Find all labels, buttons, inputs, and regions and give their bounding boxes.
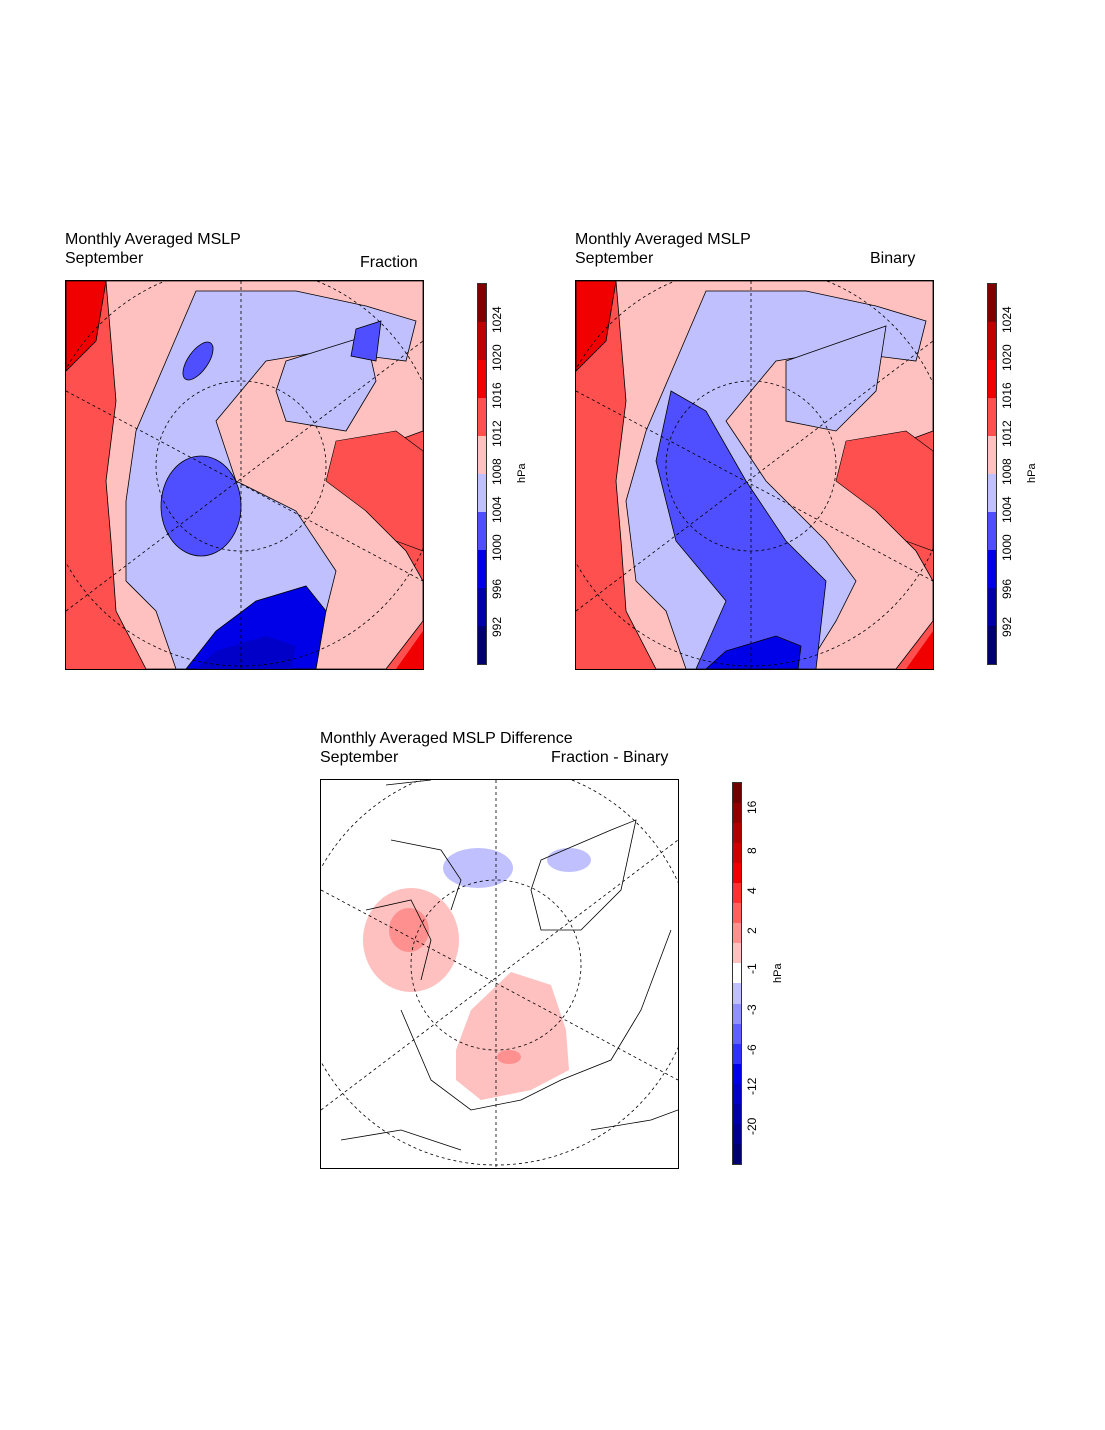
colorbar-tick-label: 996	[490, 578, 504, 599]
colorbar-segment	[733, 983, 741, 1004]
colorbar-tick-label: 1000	[1000, 534, 1014, 561]
colorbar-segment	[733, 963, 741, 984]
panel2-title: Monthly Averaged MSLP	[575, 231, 751, 248]
panel2-colorbar	[987, 283, 997, 665]
colorbar-tick-label: -3	[745, 1003, 759, 1015]
colorbar-tick-label: 1012	[1000, 420, 1014, 447]
panel3-map	[320, 779, 679, 1169]
colorbar-segment	[733, 923, 741, 944]
colorbar-tick-label: 992	[1000, 616, 1014, 637]
colorbar-tick-label: 1016	[490, 382, 504, 409]
panel3-contours	[321, 780, 678, 1168]
colorbar-segment	[478, 550, 486, 588]
colorbar-tick-label: 1016	[1000, 382, 1014, 409]
colorbar-segment	[478, 588, 486, 626]
colorbar-tick-label: 16	[745, 800, 759, 815]
colorbar-segment	[733, 1023, 741, 1044]
colorbar-tick-label: 4	[745, 887, 759, 895]
colorbar-tick-label: 996	[1000, 578, 1014, 599]
panel2-right-label: Binary	[870, 250, 916, 267]
colorbar-tick-label: -6	[745, 1044, 759, 1055]
colorbar-segment	[988, 512, 996, 550]
colorbar-segment	[478, 436, 486, 474]
colorbar-tick-label: 1004	[490, 496, 504, 523]
colorbar-tick-label: 1012	[490, 420, 504, 447]
colorbar-segment	[988, 550, 996, 588]
colorbar-segment	[733, 943, 741, 964]
colorbar-segment	[478, 322, 486, 360]
colorbar-tick-label: 1024	[490, 306, 504, 333]
colorbar-segment	[988, 398, 996, 436]
panel1-contours	[66, 281, 423, 669]
panel1-map	[65, 280, 424, 670]
colorbar-segment	[733, 903, 741, 924]
colorbar-tick-label: 1020	[490, 344, 504, 371]
colorbar-tick-label: 1008	[490, 458, 504, 485]
colorbar-tick-label: 1020	[1000, 344, 1014, 371]
colorbar-tick-label: 1004	[1000, 496, 1014, 523]
colorbar-segment	[478, 626, 486, 664]
colorbar-segment	[733, 1043, 741, 1064]
colorbar-tick-label: -20	[745, 1117, 759, 1135]
panel2-subtitle: September	[575, 250, 654, 267]
panel2-contours	[576, 281, 933, 669]
colorbar-tick-label: 8	[745, 847, 759, 855]
panel2-map	[575, 280, 934, 670]
colorbar-segment	[988, 284, 996, 322]
colorbar-segment	[478, 474, 486, 512]
colorbar-segment	[733, 1003, 741, 1024]
colorbar-tick-label: 2	[745, 927, 759, 935]
panel3-right-label: Fraction - Binary	[551, 749, 669, 766]
colorbar-segment	[733, 823, 741, 844]
colorbar-tick-label: -1	[745, 963, 759, 975]
panel1-right-label: Fraction	[360, 254, 418, 271]
colorbar-tick-label: 992	[490, 616, 504, 637]
colorbar-segment	[733, 1063, 741, 1084]
colorbar-segment	[733, 1103, 741, 1124]
panel1-colorbar	[477, 283, 487, 665]
colorbar-tick-label: 1024	[1000, 306, 1014, 333]
colorbar-segment	[478, 360, 486, 398]
colorbar-segment	[988, 436, 996, 474]
colorbar-segment	[988, 588, 996, 626]
panel2-units: hPa	[1026, 463, 1038, 483]
colorbar-segment	[733, 1123, 741, 1144]
colorbar-segment	[478, 398, 486, 436]
colorbar-tick-label: 1000	[490, 534, 504, 561]
colorbar-segment	[988, 626, 996, 664]
panel1-subtitle: September	[65, 250, 144, 267]
colorbar-tick-label: -12	[745, 1077, 759, 1095]
panel3-units: hPa	[772, 963, 784, 983]
colorbar-segment	[733, 1083, 741, 1104]
panel3-subtitle: September	[320, 749, 399, 766]
colorbar-segment	[733, 1143, 741, 1164]
panel3-title: Monthly Averaged MSLP Difference	[320, 730, 573, 747]
colorbar-segment	[478, 512, 486, 550]
colorbar-segment	[733, 883, 741, 904]
panel1-units: hPa	[516, 463, 528, 483]
colorbar-tick-label: 1008	[1000, 458, 1014, 485]
colorbar-segment	[733, 843, 741, 864]
colorbar-segment	[733, 863, 741, 884]
colorbar-segment	[733, 803, 741, 824]
panel3-colorbar	[732, 782, 742, 1165]
colorbar-segment	[988, 474, 996, 512]
colorbar-segment	[478, 284, 486, 322]
colorbar-segment	[988, 360, 996, 398]
colorbar-segment	[988, 322, 996, 360]
panel1-title: Monthly Averaged MSLP	[65, 231, 241, 248]
colorbar-segment	[733, 783, 741, 804]
